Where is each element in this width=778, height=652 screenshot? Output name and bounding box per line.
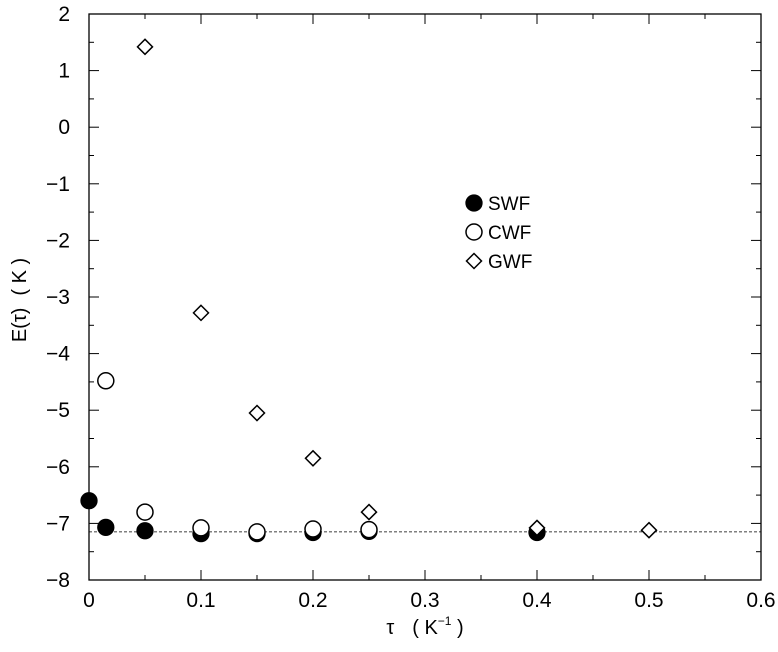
x-axis-unit-exp: −1 xyxy=(438,614,452,628)
y-tick-label: −7 xyxy=(46,512,70,535)
gwf-point xyxy=(640,521,658,539)
y-tick-label: 2 xyxy=(58,3,70,26)
x-tick-label: 0.5 xyxy=(634,589,663,612)
y-tick-label: −1 xyxy=(46,173,70,196)
y-axis-unit: K xyxy=(9,269,31,283)
swf-point xyxy=(97,518,115,537)
cwf-point xyxy=(304,520,322,538)
gwf-point xyxy=(136,38,154,56)
legend-label-gwf: GWF xyxy=(488,252,532,273)
cwf-point xyxy=(192,519,210,537)
series-cwf xyxy=(97,372,378,541)
plot-frame xyxy=(88,13,762,581)
x-tick-label: 0.4 xyxy=(522,589,552,612)
y-tick-label: −5 xyxy=(46,399,70,422)
x-tick-label: 0 xyxy=(83,589,95,612)
cwf-point xyxy=(248,523,266,541)
gwf-point xyxy=(304,449,322,467)
x-tick-label: 0.3 xyxy=(410,589,439,612)
ticks-layer xyxy=(88,13,762,581)
y-tick-label: −6 xyxy=(46,456,70,479)
x-axis-label: τ( K−1 ) xyxy=(386,614,463,639)
legend-label-cwf: CWF xyxy=(488,223,531,244)
y-tick-label: −4 xyxy=(46,343,70,366)
x-axis-unit-base: K xyxy=(424,617,438,639)
legend-marker-cwf xyxy=(465,223,483,241)
x-tick-labels: 0 0.1 0.2 0.3 0.4 0.5 0.6 xyxy=(83,589,775,612)
cwf-point xyxy=(97,372,115,390)
swf-point xyxy=(136,522,154,540)
y-tick-label: 0 xyxy=(58,116,70,139)
cwf-point xyxy=(136,503,154,521)
y-axis-label: E(τ)( K ) xyxy=(9,258,31,342)
y-tick-label: −2 xyxy=(46,229,70,252)
x-tick-label: 0.6 xyxy=(746,589,775,612)
x-tick-label: 0.2 xyxy=(298,589,327,612)
legend-marker-gwf xyxy=(465,252,483,270)
y-axis-symbol: E(τ) xyxy=(9,308,31,343)
series-gwf xyxy=(136,38,658,539)
data-points xyxy=(80,38,658,543)
gwf-point xyxy=(248,404,266,422)
gwf-point xyxy=(360,503,378,521)
cwf-point xyxy=(360,520,378,539)
legend-marker-swf xyxy=(465,194,483,212)
gwf-point xyxy=(528,519,546,537)
legend-label-swf: SWF xyxy=(488,194,530,215)
swf-point xyxy=(80,492,98,510)
x-axis-symbol: τ xyxy=(386,617,394,639)
gwf-point xyxy=(192,304,210,322)
y-tick-label: −8 xyxy=(46,569,70,592)
x-tick-label: 0.1 xyxy=(186,589,215,612)
legend: SWF CWF GWF xyxy=(465,194,532,273)
y-tick-label: 1 xyxy=(58,60,70,83)
y-tick-label: −3 xyxy=(46,286,70,309)
y-tick-labels: 2 1 0 −1 −2 −3 −4 −5 −6 −7 −8 xyxy=(46,3,70,592)
